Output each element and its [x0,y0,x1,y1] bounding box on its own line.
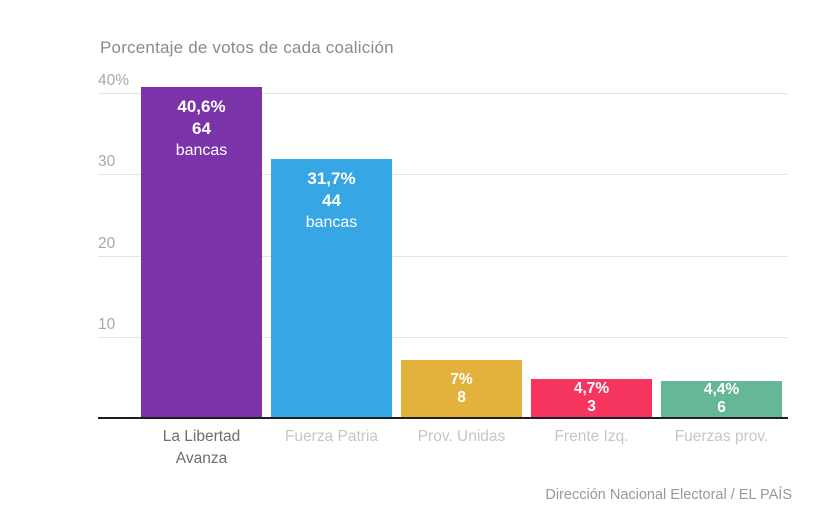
bar-seats-label: 3 [587,398,596,415]
source-credit: Dirección Nacional Electoral / EL PAÍS [545,487,792,503]
x-axis-label-prov-unidas: Prov. Unidas [417,428,506,445]
y-tick-label: 30 [98,153,116,170]
bar-fuerza-patria: 31,7% 44 bancas [271,159,392,417]
bar-la-libertad-avanza: 40,6% 64 bancas [141,87,262,417]
x-axis-label-fuerzas-prov: Fuerzas prov. [674,428,769,445]
bar-percent-label: 7% [450,370,473,388]
bar-frente-izq: 4,7% 3 [531,379,652,417]
x-axis-label-frente-izq: Frente Izq. [554,428,629,445]
bar-seats-label: 44 [322,191,341,210]
bar-percent-label: 4,7% [573,380,610,397]
y-tick-label: 10 [98,316,116,333]
x-axis-label-la-libertad-avanza: La Libertad Avanza [162,428,241,467]
bar-seats-label: 6 [717,399,726,416]
y-gridline [98,337,788,338]
bar-fuerzas-prov: 4,4% 6 [661,381,782,417]
bar-percent-label: 31,7% [307,169,356,188]
bar-percent-label: 40,6% [177,97,226,116]
y-gridline [98,93,788,94]
bar-seats-label: 64 [192,119,211,138]
y-tick-label: 20 [98,235,116,252]
x-axis-label-fuerza-patria: Fuerza Patria [284,428,379,445]
bar-prov-unidas: 7% 8 [401,360,522,417]
bar-unit-label: bancas [305,214,358,231]
y-gridline [98,256,788,257]
bar-seats-label: 8 [457,388,466,406]
bar-percent-label: 4,4% [703,381,740,398]
bar-unit-label: bancas [175,142,228,159]
chart-title: Porcentaje de votos de cada coalición [100,38,394,57]
y-gridline [98,174,788,175]
y-tick-label: 40% [98,72,130,89]
x-axis-line [98,417,788,419]
